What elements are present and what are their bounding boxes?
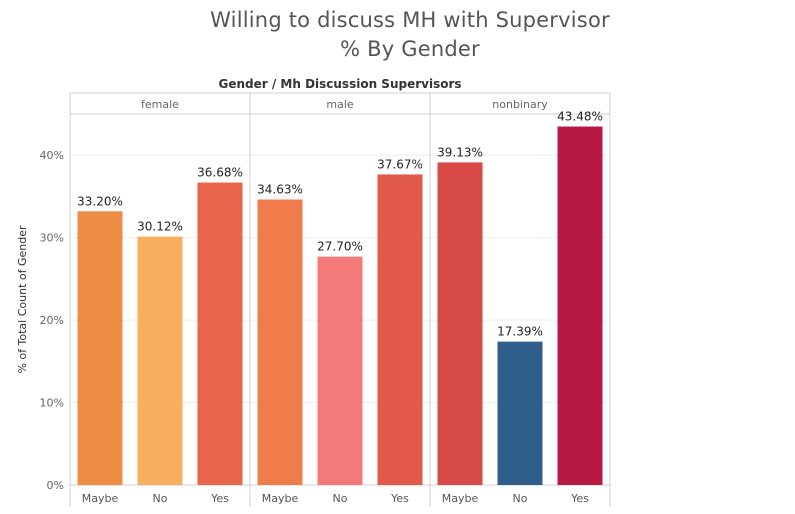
group-label-nonbinary: nonbinary [492,98,548,111]
x-tick-label-nonbinary-yes: Yes [570,492,589,505]
bar-male-no [317,256,363,485]
bar-female-maybe [77,211,123,486]
bar-nonbinary-yes [557,126,603,485]
bar-female-yes [197,182,243,485]
x-tick-label-male-yes: Yes [390,492,409,505]
bar-nonbinary-maybe [437,162,483,485]
x-tick-label-nonbinary-no: No [513,492,528,505]
y-tick-label: 10% [40,397,64,410]
data-label-male-yes: 37.67% [377,157,423,171]
chart-title-line-2: % By Gender [340,37,480,61]
data-label-female-no: 30.12% [137,220,183,234]
data-label-male-maybe: 34.63% [257,182,303,196]
y-tick-label: 40% [40,149,64,162]
data-label-nonbinary-maybe: 39.13% [437,145,483,159]
x-tick-label-female-maybe: Maybe [82,492,119,505]
bar-female-no [137,236,183,485]
y-tick-label: 0% [47,479,64,492]
x-tick-label-male-no: No [333,492,348,505]
chart-header: Gender / Mh Discussion Supervisors [218,77,461,91]
group-label-female: female [141,98,179,111]
data-label-male-no: 27.70% [317,240,363,254]
data-label-nonbinary-yes: 43.48% [557,110,603,124]
group-label-male: male [326,98,354,111]
x-tick-label-female-yes: Yes [210,492,229,505]
x-tick-label-nonbinary-maybe: Maybe [442,492,479,505]
bar-male-yes [377,174,423,486]
x-tick-label-male-maybe: Maybe [262,492,299,505]
data-label-female-yes: 36.68% [197,166,243,180]
y-axis-title: % of Total Count of Gender [16,225,29,374]
bar-nonbinary-no [497,341,543,485]
y-tick-label: 20% [40,314,64,327]
data-label-female-maybe: 33.20% [77,194,123,208]
data-label-nonbinary-no: 17.39% [497,325,543,339]
bar-male-maybe [257,199,303,486]
chart-title-line-1: Willing to discuss MH with Supervisor [210,8,610,32]
y-tick-label: 30% [40,232,64,245]
x-tick-label-female-no: No [153,492,168,505]
